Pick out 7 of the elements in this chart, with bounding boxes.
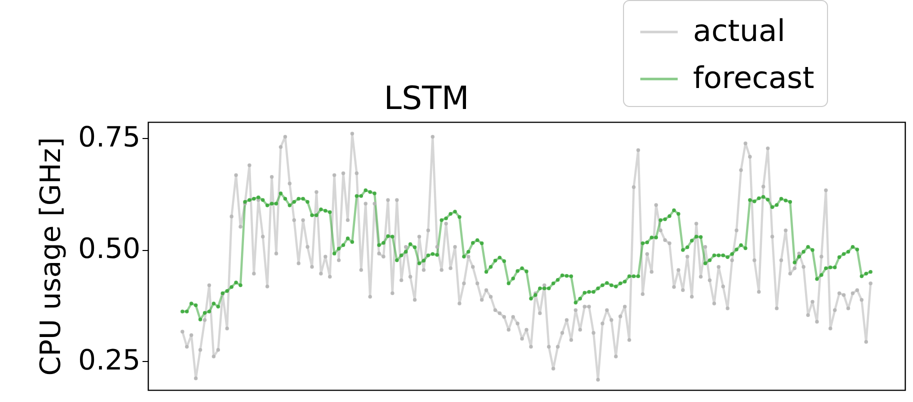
legend-label: forecast [693,61,815,96]
chart-title: LSTM [384,79,470,117]
y-tick-label: 0.25 [78,344,140,377]
y-tick-label: 0.75 [78,120,140,154]
y-tick-label: 0.50 [78,232,140,266]
legend-label: actual [693,14,786,49]
y-axis-title: CPU usage [GHz] [34,137,68,376]
